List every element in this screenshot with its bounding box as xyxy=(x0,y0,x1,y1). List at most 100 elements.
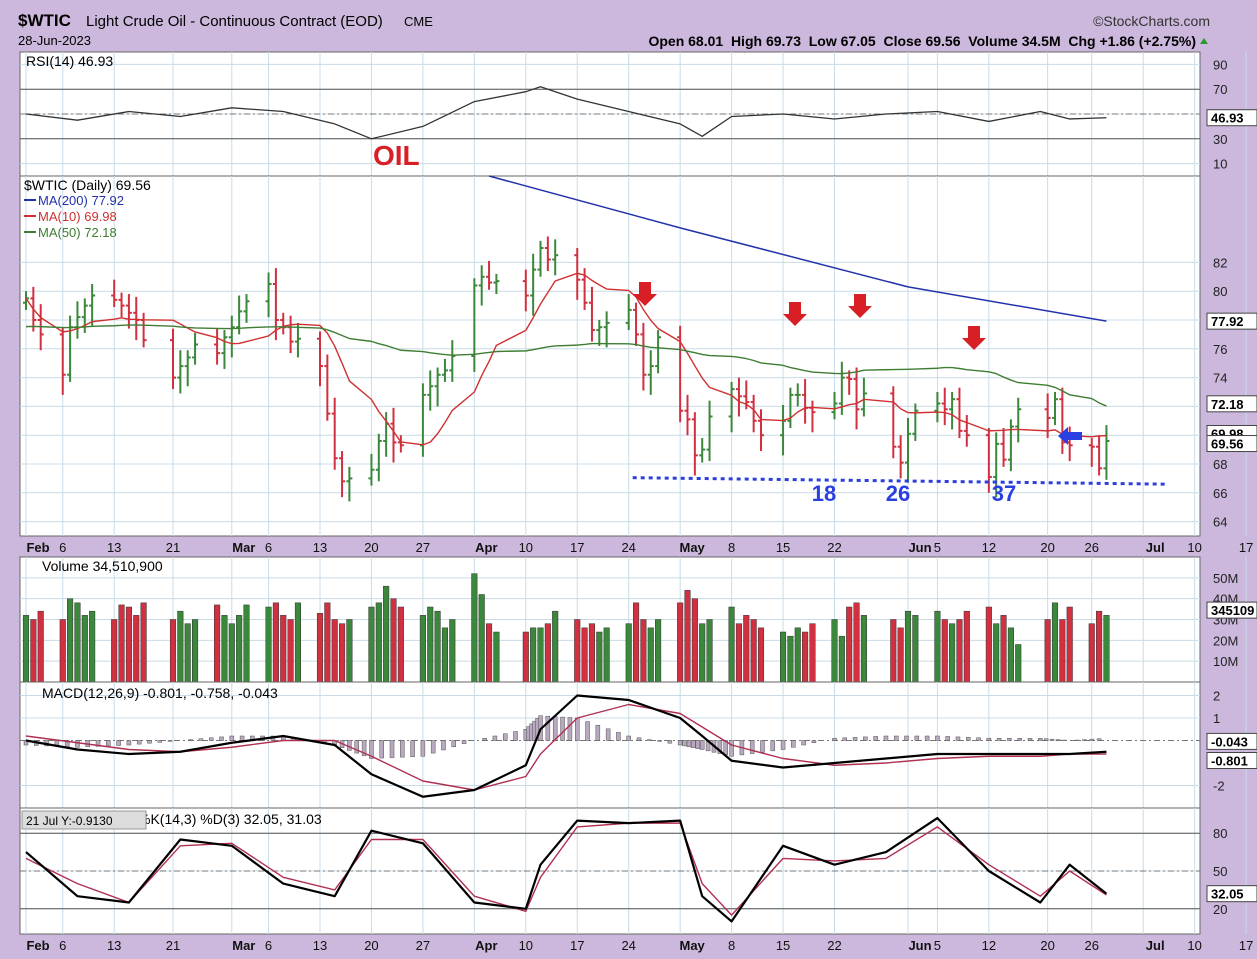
x-tick-label: 8 xyxy=(728,540,735,555)
macd-histogram-bar xyxy=(1050,739,1054,740)
macd-histogram-bar xyxy=(441,741,445,750)
macd-histogram-bar xyxy=(586,722,590,741)
y-tick-label: 30 xyxy=(1213,132,1227,147)
x-tick-label: 10 xyxy=(1187,938,1201,953)
y-tick-label: 50 xyxy=(1213,864,1227,879)
x-tick-label: 5 xyxy=(934,540,941,555)
volume-bar xyxy=(398,607,404,682)
volume-bar xyxy=(942,620,948,683)
volume-bar xyxy=(604,628,610,682)
macd-histogram-bar xyxy=(230,736,234,741)
macd-histogram-bar xyxy=(561,717,565,740)
volume-bar xyxy=(744,615,750,682)
volume-bar xyxy=(538,628,544,682)
volume-bar xyxy=(317,613,323,682)
macd-histogram-bar xyxy=(616,732,620,740)
volume-bar xyxy=(273,603,279,682)
x-tick-label: 17 xyxy=(1239,938,1253,953)
macd-histogram-bar xyxy=(997,738,1001,740)
macd-histogram-bar xyxy=(411,741,415,757)
volume-bar xyxy=(993,624,999,682)
y-tick-label: 64 xyxy=(1213,515,1227,530)
volume-bar xyxy=(1067,607,1073,682)
volume-bar xyxy=(802,632,808,682)
volume-bar xyxy=(60,620,66,683)
x-tick-label: May xyxy=(680,540,706,555)
macd-histogram-bar xyxy=(791,741,795,748)
macd-histogram-bar xyxy=(647,740,651,741)
ma50-value-tag: 72.18 xyxy=(1211,397,1244,412)
y-tick-label: 76 xyxy=(1213,342,1227,357)
macd-histogram-bar xyxy=(627,736,631,741)
macd-histogram-bar xyxy=(514,732,518,741)
volume-bar xyxy=(523,632,529,682)
volume-bar xyxy=(729,607,735,682)
volume-bar xyxy=(589,624,595,682)
volume-bar xyxy=(141,603,147,682)
volume-bar xyxy=(420,615,426,682)
x-tick-label: 6 xyxy=(265,540,272,555)
y-tick-label: 2 xyxy=(1213,689,1220,704)
x-tick-label: 12 xyxy=(982,938,996,953)
macd-histogram-bar xyxy=(421,741,425,757)
volume-last-value: 345109 xyxy=(1211,603,1254,618)
volume-bar xyxy=(699,624,705,682)
x-tick-label: 15 xyxy=(776,540,790,555)
volume-bar xyxy=(486,624,492,682)
volume-bar xyxy=(376,603,382,682)
macd-histogram-bar xyxy=(894,736,898,741)
volume-bar xyxy=(214,605,220,682)
volume-bar xyxy=(1008,628,1014,682)
volume-bar xyxy=(582,628,588,682)
x-tick-label: 24 xyxy=(621,540,635,555)
y-tick-label: 68 xyxy=(1213,457,1227,472)
macd-histogram-bar xyxy=(553,717,557,741)
macd-panel[interactable]: 21-20MACD(12,26,9) -0.801, -0.758, -0.04… xyxy=(20,682,1257,808)
macd-histogram-bar xyxy=(390,741,394,758)
volume-bar xyxy=(266,607,272,682)
volume-bar xyxy=(427,607,433,682)
volume-bar xyxy=(854,603,860,682)
volume-bar xyxy=(795,628,801,682)
x-tick-label: 21 xyxy=(166,540,180,555)
macd-histogram-bar xyxy=(935,736,939,741)
volume-bar xyxy=(677,603,683,682)
volume-bar xyxy=(905,611,911,682)
macd-histogram-bar xyxy=(658,741,662,742)
volume-bar xyxy=(707,620,713,683)
volume-bar xyxy=(758,628,764,682)
legend-entry: MA(200) 77.92 xyxy=(38,193,124,208)
volume-bar xyxy=(185,624,191,682)
x-tick-label: 17 xyxy=(570,938,584,953)
macd-value: -0.801 xyxy=(1211,754,1248,769)
y-tick-label: -2 xyxy=(1213,779,1225,794)
x-tick-label: 20 xyxy=(1040,938,1054,953)
x-tick-label: 15 xyxy=(776,938,790,953)
volume-bar xyxy=(75,603,81,682)
volume-bar xyxy=(244,605,250,682)
volume-bar xyxy=(119,605,125,682)
volume-bar xyxy=(339,624,345,682)
exchange: CME xyxy=(404,14,433,29)
x-tick-label: May xyxy=(680,938,706,953)
volume-bar xyxy=(383,586,389,682)
y-tick-label: 70 xyxy=(1213,82,1227,97)
y-tick-label: 80 xyxy=(1213,284,1227,299)
x-tick-label: 20 xyxy=(1040,540,1054,555)
stoch-last-value: 32.05 xyxy=(1211,887,1244,902)
macd-histogram-bar xyxy=(1090,739,1094,740)
volume-bar xyxy=(295,603,301,682)
macd-histogram-bar xyxy=(199,739,203,741)
price-panel[interactable]: 64666870727476788082$WTIC (Daily) 69.56M… xyxy=(20,176,1257,536)
volume-bar xyxy=(391,599,397,682)
close-value-tag: 69.56 xyxy=(1211,437,1244,452)
volume-bar xyxy=(986,607,992,682)
volume-bar xyxy=(38,611,44,682)
y-tick-label: 82 xyxy=(1213,255,1227,270)
